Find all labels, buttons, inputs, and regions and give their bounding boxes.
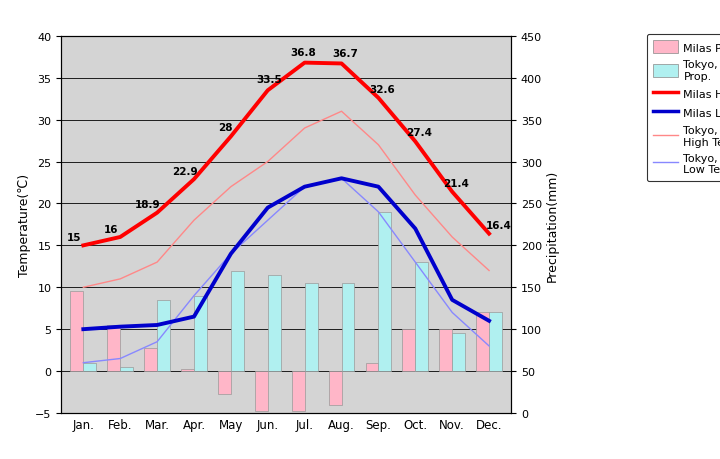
Bar [194, 296, 207, 371]
Bar [489, 313, 502, 371]
Text: 21.4: 21.4 [443, 179, 469, 189]
Bar [292, 371, 305, 411]
Bar [231, 271, 244, 371]
Legend: Milas Prop., Tokyo, Japan
Prop., Milas High Temp., Milas Low Temp., Tokyo, Japan: Milas Prop., Tokyo, Japan Prop., Milas H… [647, 35, 720, 182]
Bar [218, 371, 231, 394]
Text: 36.8: 36.8 [290, 48, 315, 58]
Text: 33.5: 33.5 [257, 75, 282, 85]
Bar [181, 369, 194, 371]
Bar [439, 330, 452, 371]
Bar [476, 313, 489, 371]
Bar [305, 284, 318, 371]
Y-axis label: Precipitation(mm): Precipitation(mm) [546, 169, 559, 281]
Bar [268, 275, 281, 371]
Bar [402, 330, 415, 371]
Text: 18.9: 18.9 [135, 200, 161, 210]
Bar [107, 325, 120, 371]
Text: 36.7: 36.7 [332, 49, 358, 58]
Text: 28: 28 [218, 123, 233, 133]
Bar [144, 349, 157, 371]
Bar [341, 284, 354, 371]
Text: 32.6: 32.6 [369, 84, 395, 95]
Bar [157, 300, 170, 371]
Bar [452, 334, 465, 371]
Bar [84, 363, 96, 371]
Bar [71, 292, 84, 371]
Bar [120, 367, 133, 371]
Bar [415, 263, 428, 371]
Text: 22.9: 22.9 [172, 167, 197, 176]
Bar [328, 371, 341, 405]
Bar [255, 371, 268, 411]
Text: 16.4: 16.4 [485, 221, 511, 231]
Text: 16: 16 [104, 224, 118, 234]
Text: 15: 15 [67, 233, 81, 242]
Text: 27.4: 27.4 [406, 128, 432, 138]
Bar [379, 213, 392, 371]
Y-axis label: Temperature(℃): Temperature(℃) [18, 174, 31, 276]
Bar [366, 363, 379, 371]
